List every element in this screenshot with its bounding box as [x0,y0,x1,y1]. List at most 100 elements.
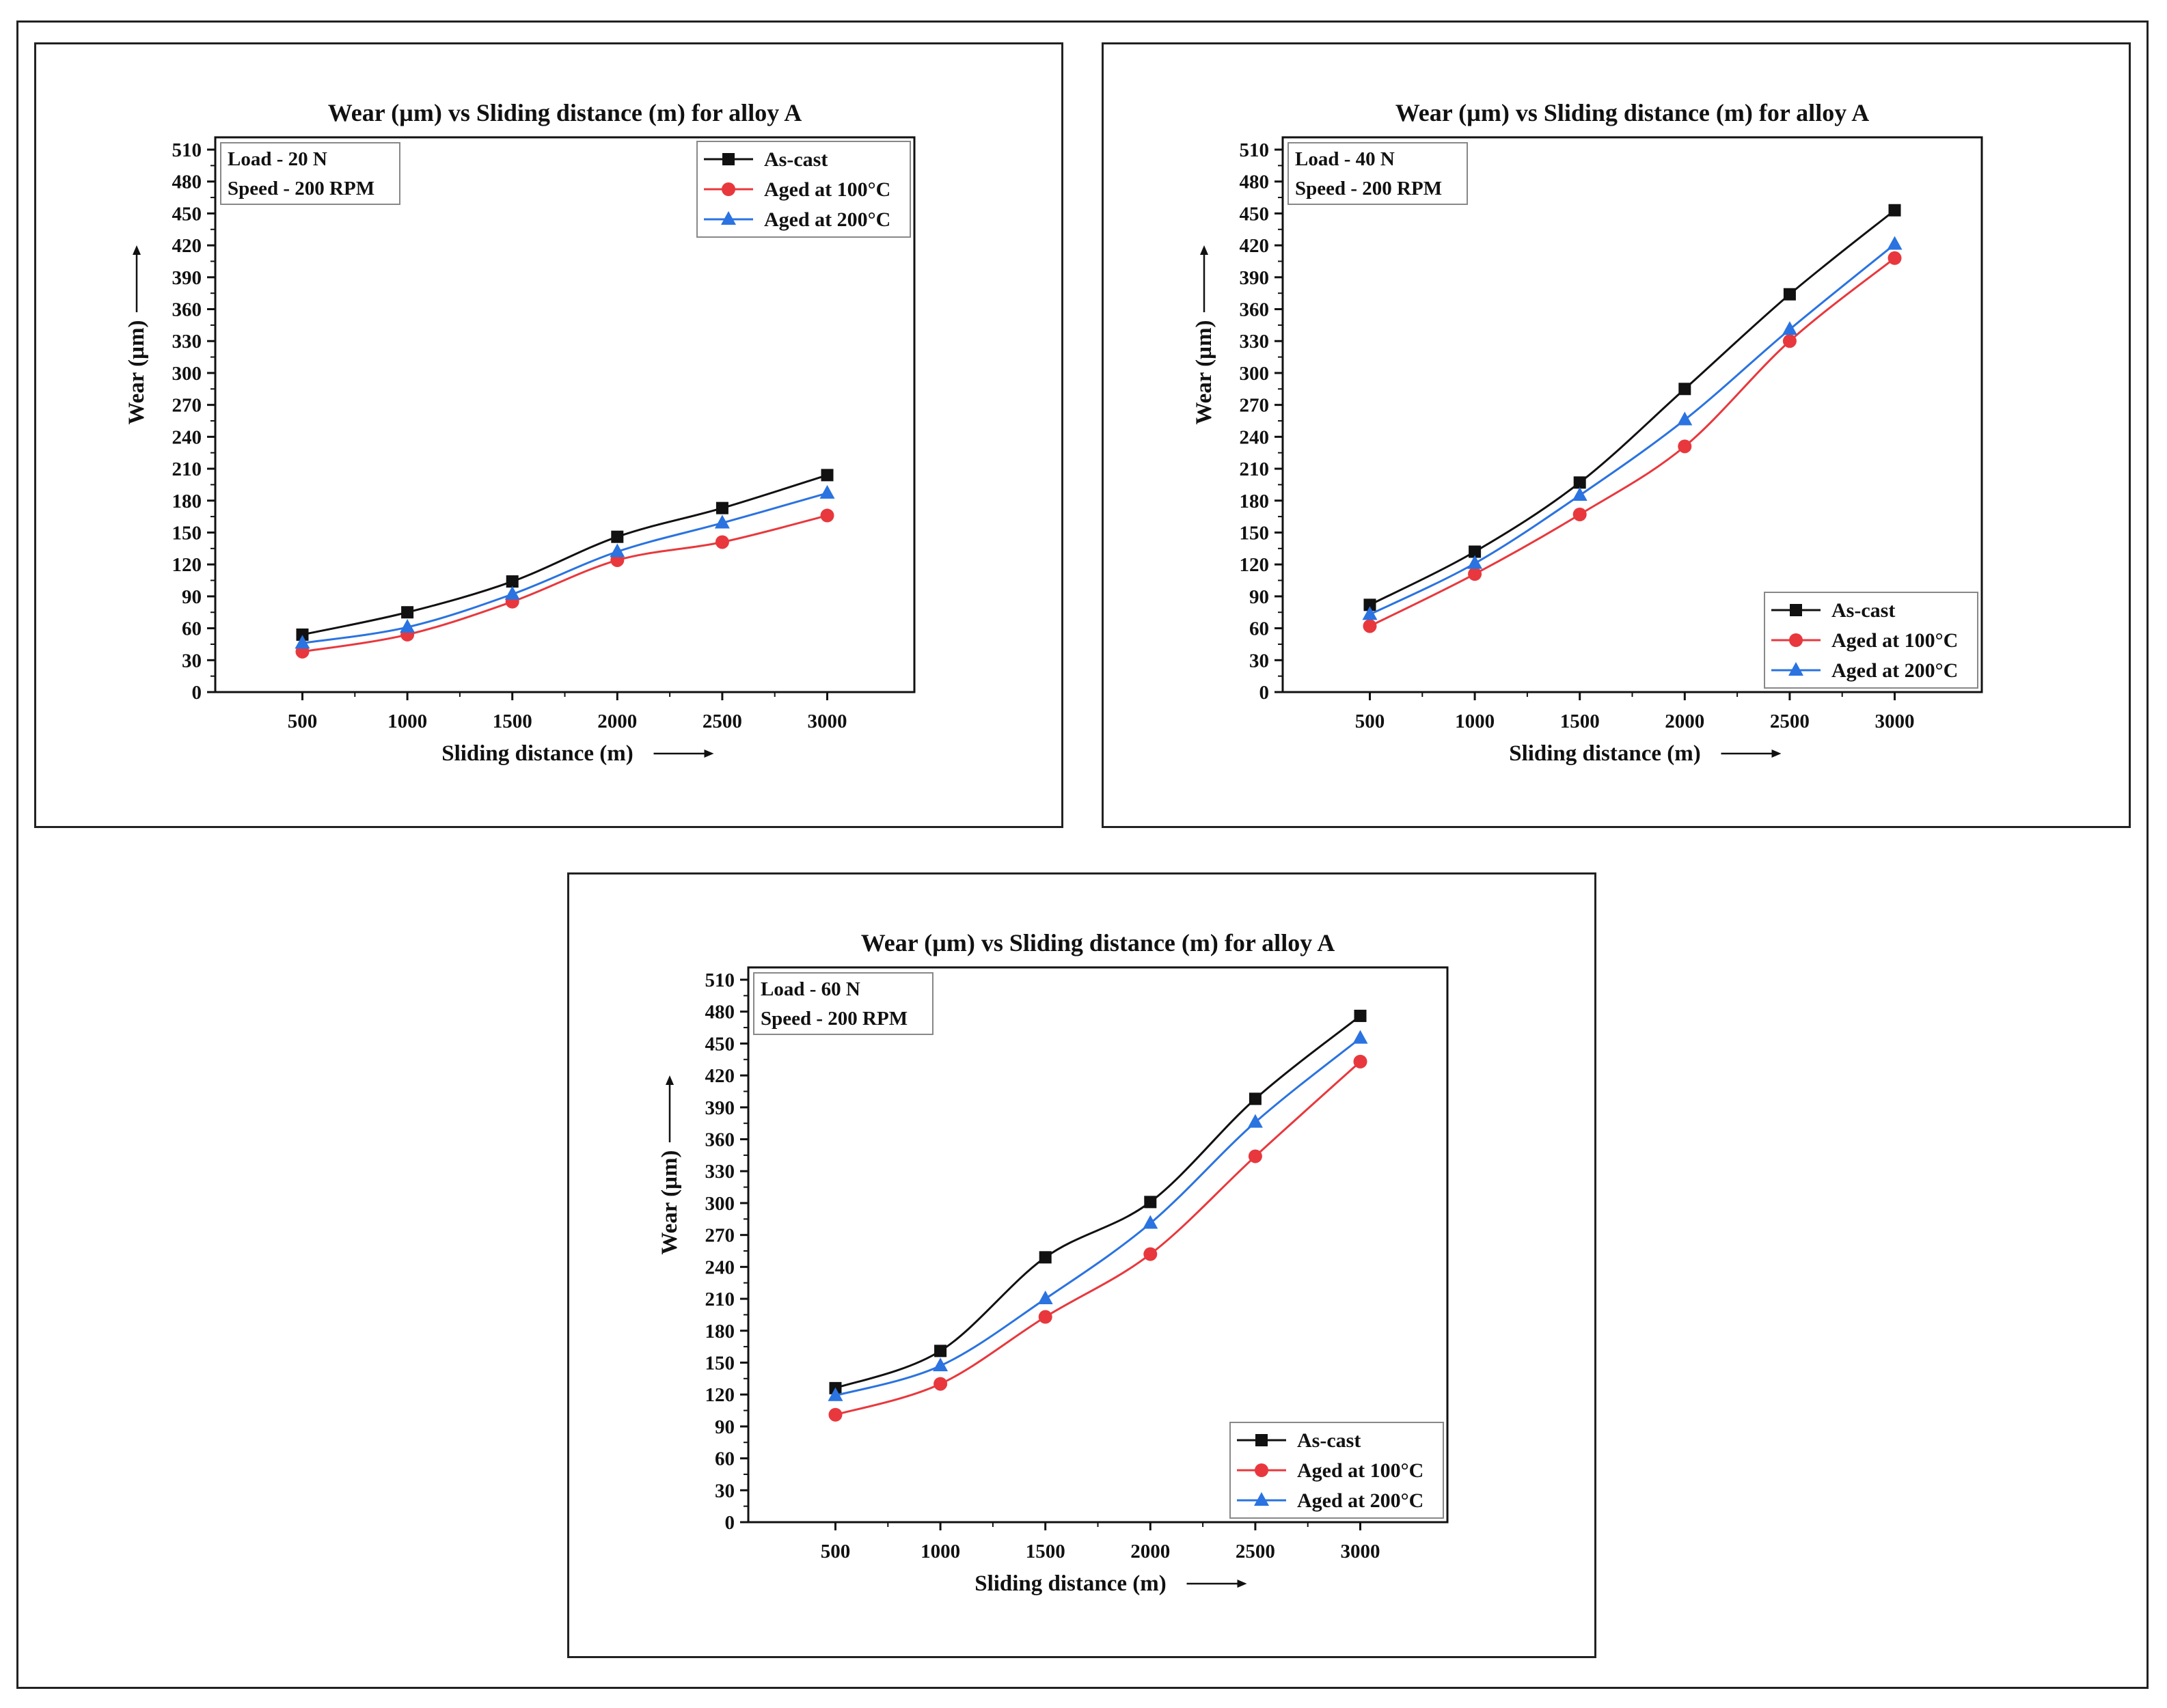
conditions-box-frame [1287,142,1468,205]
condition-text: Speed - 200 RPM [228,178,374,199]
y-axis-label: Wear (µm) [1192,320,1216,424]
x-axis: 500 1000 1500 2000 2500 3000 [1355,692,1915,732]
data-point-aged-100c [1143,1247,1158,1261]
data-point-as-cast [506,575,519,588]
x-tick-label: 2000 [1665,711,1704,732]
y-tick-label: 60 [715,1448,735,1470]
legend-swatch-marker [1788,662,1803,676]
data-point-as-cast [1363,598,1376,611]
data-point-aged-200c [1037,1291,1053,1305]
data-point-aged-200c [1362,606,1378,620]
y-axis-arrowhead [1200,245,1208,255]
data-point-aged-200c [1782,321,1797,335]
y-tick-label: 150 [1240,522,1270,544]
data-point-as-cast [715,501,728,514]
x-axis-arrowhead [1771,749,1782,758]
legend-entry-aged-100c: Aged at 100°C [1297,1459,1423,1482]
y-tick-label: 90 [1249,586,1269,608]
data-point-aged-200c [1143,1215,1158,1229]
series-line-aged-200c [302,492,828,644]
data-point-as-cast [1249,1092,1262,1105]
y-tick-label: 150 [705,1352,735,1374]
legend-entry-as-cast: As-cast [1831,599,1895,622]
x-tick-label: 2500 [703,711,742,732]
y-tick-label: 240 [705,1256,735,1278]
y-tick-label: 390 [172,267,202,289]
y-tick-label: 390 [705,1097,735,1119]
series-aged-100c [1363,251,1902,633]
y-tick-label: 450 [1240,203,1270,225]
conditions-box: Load - 20 N Speed - 200 RPM [220,142,400,205]
y-axis: 0 30 60 90 120 150 180 210 240 270 300 330 360 390 420… [172,139,215,704]
data-point-as-cast [1354,1009,1367,1022]
y-tick-label: 30 [182,650,202,672]
condition-text: Load - 20 N [228,148,327,170]
y-tick-label: 120 [172,554,202,576]
data-point-aged-100c [1678,439,1692,454]
x-tick-label: 1500 [1026,1541,1065,1562]
legend-swatch-marker [1255,1463,1268,1477]
y-tick-label: 30 [1249,650,1269,672]
y-tick-label: 0 [192,682,202,704]
y-tick-label: 240 [172,426,202,448]
y-axis: 0 30 60 90 120 150 180 210 240 270 300 330 360 390 420… [1240,139,1283,704]
x-axis-label: Sliding distance (m) [441,741,633,766]
data-point-as-cast [1678,383,1691,396]
y-axis-label: Wear (µm) [124,320,149,424]
data-point-as-cast [611,530,624,543]
legend-entry-as-cast: As-cast [1297,1429,1361,1452]
data-point-as-cast [1783,288,1796,301]
series-line-as-cast [302,473,828,636]
y-tick-label: 390 [1240,267,1270,289]
legend-swatch-marker [722,182,735,196]
chart-panel-load-40n: Wear (µm) vs Sliding distance (m) for al… [1102,42,2131,828]
y-tick-label: 0 [1259,682,1270,704]
x-axis-arrowhead [704,749,714,758]
x-axis-label: Sliding distance (m) [975,1571,1167,1596]
legend: As-cast Aged at 100°C Aged at 200°C [1764,592,1978,689]
y-tick-label: 510 [1240,139,1270,161]
y-axis: 0 30 60 90 120 150 180 210 240 270 300 330 360 390 420… [705,969,748,1534]
data-point-as-cast [296,628,309,641]
data-point-aged-200c [504,586,520,600]
data-point-as-cast [934,1345,947,1358]
chart-title: Wear (µm) vs Sliding distance (m) for al… [328,99,802,126]
x-tick-label: 500 [821,1541,851,1562]
x-tick-label: 2000 [597,711,637,732]
y-tick-label: 510 [705,969,735,991]
data-point-aged-200c [295,635,310,649]
condition-text: Speed - 200 RPM [1295,178,1442,199]
y-tick-label: 180 [172,491,202,512]
x-tick-label: 500 [1355,711,1385,732]
y-tick-label: 360 [1240,299,1270,321]
y-tick-label: 420 [1240,235,1270,257]
legend: As-cast Aged at 100°C Aged at 200°C [696,141,911,238]
data-point-aged-200c [1352,1030,1368,1044]
y-tick-label: 360 [172,299,202,321]
conditions-box: Load - 40 N Speed - 200 RPM [1287,142,1468,205]
y-tick-label: 90 [715,1416,735,1438]
wear-chart-load-20n: Wear (µm) vs Sliding distance (m) for al… [124,99,916,766]
y-tick-label: 270 [172,395,202,417]
data-point-aged-100c [1038,1310,1052,1324]
x-tick-label: 1000 [1455,711,1495,732]
data-point-aged-200c [1572,486,1587,501]
data-point-aged-100c [933,1377,948,1391]
chart-panel-load-20n: Wear (µm) vs Sliding distance (m) for al… [34,42,1063,828]
data-point-aged-200c [400,619,415,633]
y-tick-label: 330 [172,331,202,353]
data-point-aged-200c [828,1387,843,1401]
data-point-aged-100c [1363,619,1377,633]
series-line-as-cast [1369,209,1896,606]
y-tick-label: 120 [1240,554,1270,576]
y-tick-label: 360 [705,1129,735,1151]
y-tick-label: 150 [172,522,202,544]
data-point-aged-100c [1782,334,1797,348]
x-tick-label: 500 [288,711,318,732]
chart-title: Wear (µm) vs Sliding distance (m) for al… [861,929,1335,956]
x-axis-label: Sliding distance (m) [1509,741,1701,766]
figure-frame [16,20,2149,1689]
y-tick-label: 480 [1240,171,1270,193]
data-point-aged-100c [1353,1054,1367,1069]
series-aged-200c [828,1030,1368,1401]
